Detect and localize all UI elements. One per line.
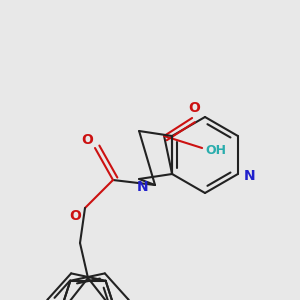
Text: O: O [69, 209, 81, 223]
Text: O: O [188, 101, 200, 115]
Text: N: N [137, 180, 149, 194]
Text: O: O [81, 133, 93, 147]
Text: N: N [244, 169, 256, 183]
Text: OH: OH [206, 143, 226, 157]
